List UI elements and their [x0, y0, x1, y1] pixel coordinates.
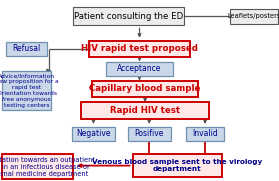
Text: Patient consulting the ED: Patient consulting the ED [74, 12, 183, 21]
FancyBboxPatch shape [2, 154, 73, 179]
FancyBboxPatch shape [2, 71, 51, 110]
Text: Orientation towards an outpatient
visit in an infectious disease or
internal med: Orientation towards an outpatient visit … [0, 157, 95, 176]
Text: Venous blood sample sent to the virology
department: Venous blood sample sent to the virology… [92, 159, 262, 172]
Text: Refusal: Refusal [12, 44, 41, 53]
FancyBboxPatch shape [92, 81, 198, 97]
Text: Invalid: Invalid [192, 129, 218, 138]
FancyBboxPatch shape [106, 62, 173, 76]
Text: Negative: Negative [76, 129, 111, 138]
Text: Posifive: Posifive [134, 129, 164, 138]
FancyBboxPatch shape [6, 42, 47, 56]
FancyBboxPatch shape [89, 41, 190, 57]
FancyBboxPatch shape [230, 9, 278, 24]
Text: Leaflets/posters: Leaflets/posters [227, 13, 279, 19]
FancyBboxPatch shape [81, 102, 209, 119]
Text: Acceptance: Acceptance [117, 64, 162, 73]
FancyBboxPatch shape [73, 7, 184, 25]
FancyBboxPatch shape [133, 154, 222, 177]
Text: Capillary blood sample: Capillary blood sample [89, 84, 201, 93]
FancyBboxPatch shape [186, 127, 224, 141]
Text: Advice/Information
New proposition for a
rapid test
Orientation towards
free ano: Advice/Information New proposition for a… [0, 73, 59, 108]
FancyBboxPatch shape [128, 127, 171, 141]
Text: Rapid HIV test: Rapid HIV test [110, 106, 180, 115]
Text: HIV rapid test proposed: HIV rapid test proposed [81, 44, 198, 53]
FancyBboxPatch shape [72, 127, 115, 141]
